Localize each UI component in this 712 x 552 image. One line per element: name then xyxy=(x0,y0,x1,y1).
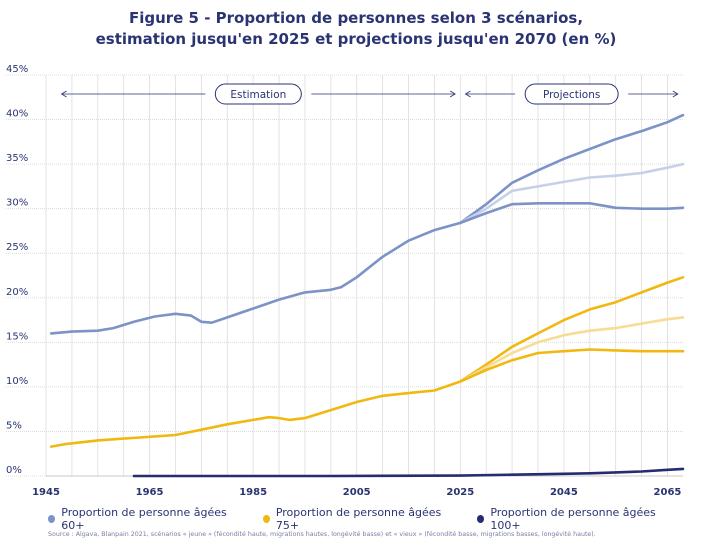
x-tick-label: 2065 xyxy=(654,487,682,498)
estimation-pill xyxy=(214,83,302,105)
estimation-label: Estimation xyxy=(230,89,286,101)
x-tick-label: 1945 xyxy=(32,487,60,498)
legend-item-60: Proportion de personne âgées 60+ xyxy=(48,506,237,532)
series-line-3 xyxy=(459,202,685,225)
y-tick-label: 45% xyxy=(6,64,28,75)
y-tick-label: 25% xyxy=(6,242,28,253)
legend: Proportion de personne âgées 60+ Proport… xyxy=(48,506,698,532)
y-tick-label: 5% xyxy=(6,420,22,431)
projections-pill xyxy=(524,83,619,105)
y-tick-label: 35% xyxy=(6,153,28,164)
legend-label-100: Proportion de personne âgées 100+ xyxy=(490,506,656,532)
legend-swatch-100 xyxy=(477,515,485,523)
x-tick-label: 2025 xyxy=(446,487,474,498)
legend-item-100: Proportion de personne âgées 100+ xyxy=(477,506,672,532)
y-tick-label: 0% xyxy=(6,465,22,476)
legend-item-75: Proportion de personne âgées 75+ xyxy=(262,506,452,532)
legend-swatch-75 xyxy=(262,515,270,523)
projections-label: Projections xyxy=(543,89,600,101)
series-line-2 xyxy=(459,162,685,225)
x-tick-label: 1985 xyxy=(239,487,267,498)
series-line-6 xyxy=(459,316,685,383)
series-line-0 xyxy=(49,221,462,335)
y-tick-label: 30% xyxy=(6,198,28,209)
y-tick-label: 15% xyxy=(6,331,28,342)
legend-label-75: Proportion de personne âgées 75+ xyxy=(275,506,442,532)
projections-arrowhead-left xyxy=(464,90,471,98)
chart-title: Figure 5 - Proportion de personnes selon… xyxy=(0,8,712,50)
y-tick-label: 40% xyxy=(6,109,28,120)
chart-title-line2: estimation jusqu'en 2025 et projections … xyxy=(95,30,617,48)
legend-label-60: Proportion de personne âgées 60+ xyxy=(61,506,227,532)
estimation-arrowhead-left xyxy=(60,90,67,98)
series-line-8 xyxy=(132,467,685,478)
legend-swatch-60 xyxy=(48,515,56,523)
y-tick-label: 10% xyxy=(6,376,28,387)
projections-arrowhead-right xyxy=(672,90,679,98)
series-line-4 xyxy=(49,380,462,448)
x-tick-label: 1965 xyxy=(136,487,164,498)
series-line-1 xyxy=(459,113,685,225)
y-tick-label: 20% xyxy=(6,287,28,298)
series-line-5 xyxy=(459,276,685,383)
x-tick-label: 2045 xyxy=(550,487,578,498)
estimation-arrowhead-right xyxy=(449,90,456,98)
series-line-7 xyxy=(459,348,685,383)
x-tick-label: 2005 xyxy=(343,487,371,498)
source-note: Source : Algava, Blanpain 2021, scénario… xyxy=(48,531,596,538)
chart-title-line1: Figure 5 - Proportion de personnes selon… xyxy=(128,9,584,27)
